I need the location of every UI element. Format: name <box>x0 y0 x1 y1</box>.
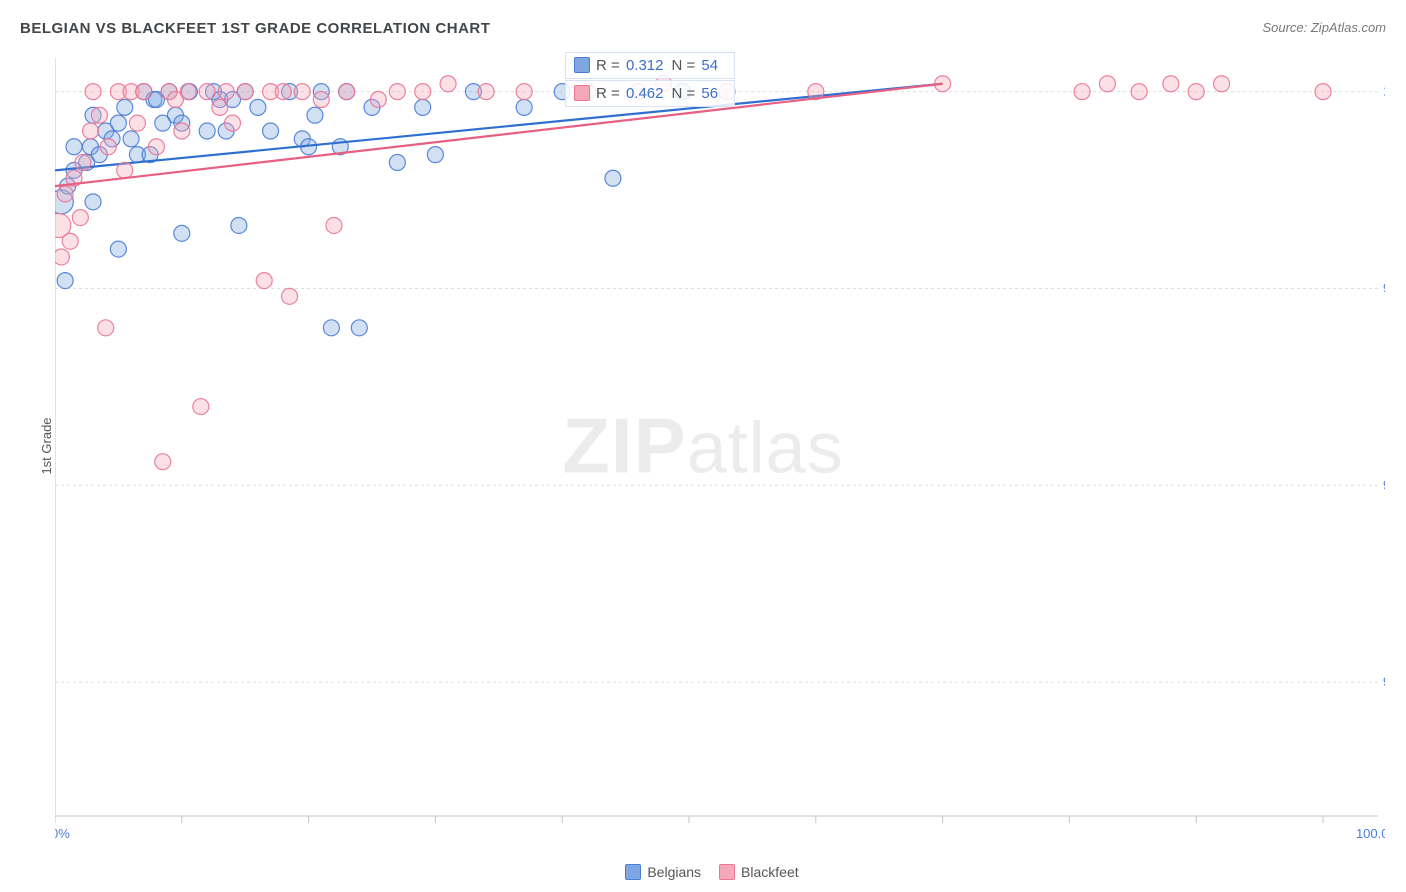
data-point <box>516 99 532 115</box>
stat-n-label: N = <box>671 85 699 102</box>
data-point <box>193 399 209 415</box>
data-point <box>62 233 78 249</box>
data-point <box>91 107 107 123</box>
stat-r-label: R = <box>596 85 624 102</box>
data-point <box>85 84 101 100</box>
data-point <box>98 320 114 336</box>
stat-n-value: 56 <box>701 85 718 102</box>
data-point <box>389 154 405 170</box>
data-point <box>180 84 196 100</box>
data-point <box>110 241 126 257</box>
y-tick-label: 97.5% <box>1383 280 1385 295</box>
legend-swatch <box>625 864 641 880</box>
data-point <box>605 170 621 186</box>
stat-r-value: 0.312 <box>626 57 664 74</box>
data-point <box>136 84 152 100</box>
data-point <box>117 162 133 178</box>
data-point <box>370 91 386 107</box>
data-point <box>326 217 342 233</box>
chart-header: BELGIAN VS BLACKFEET 1ST GRADE CORRELATI… <box>20 20 1386 40</box>
data-point <box>323 320 339 336</box>
correlation-stat-box: R = 0.312 N = 54 <box>565 52 735 79</box>
stat-swatch <box>574 85 590 101</box>
stat-r-label: R = <box>596 57 624 74</box>
data-point <box>339 84 355 100</box>
data-point <box>1214 76 1230 92</box>
data-point <box>1131 84 1147 100</box>
data-point <box>256 273 272 289</box>
data-point <box>110 115 126 131</box>
data-point <box>148 139 164 155</box>
legend-swatch <box>719 864 735 880</box>
data-point <box>1315 84 1331 100</box>
x-tick-label: 0.0% <box>55 826 70 838</box>
data-point <box>123 131 139 147</box>
data-point <box>83 123 99 139</box>
data-point <box>1163 76 1179 92</box>
chart-container: BELGIAN VS BLACKFEET 1ST GRADE CORRELATI… <box>0 0 1406 892</box>
y-tick-label: 100.0% <box>1383 84 1385 99</box>
data-point <box>231 217 247 233</box>
data-point <box>225 115 241 131</box>
data-point <box>275 84 291 100</box>
data-point <box>351 320 367 336</box>
chart-title: BELGIAN VS BLACKFEET 1ST GRADE CORRELATI… <box>20 20 490 37</box>
x-tick-label: 100.0% <box>1356 826 1385 838</box>
data-point <box>174 123 190 139</box>
data-point <box>294 84 310 100</box>
data-point <box>516 84 532 100</box>
data-point <box>263 123 279 139</box>
data-point <box>218 84 234 100</box>
data-point <box>313 91 329 107</box>
data-point <box>307 107 323 123</box>
correlation-stat-box: R = 0.462 N = 56 <box>565 80 735 107</box>
data-point <box>389 84 405 100</box>
data-point <box>212 99 228 115</box>
data-point <box>85 194 101 210</box>
data-point <box>57 186 73 202</box>
data-point <box>129 115 145 131</box>
data-point <box>415 84 431 100</box>
data-point <box>66 139 82 155</box>
stat-n-value: 54 <box>701 57 718 74</box>
data-point <box>415 99 431 115</box>
data-point <box>1099 76 1115 92</box>
legend-label: Belgians <box>647 864 701 880</box>
data-point <box>440 76 456 92</box>
data-point <box>55 249 69 265</box>
plot-area: 92.5% 95.0% 97.5% 100.0% 0.0% 100.0% <box>55 48 1385 838</box>
data-point <box>155 454 171 470</box>
data-point <box>199 84 215 100</box>
legend-label: Blackfeet <box>741 864 799 880</box>
data-point <box>250 99 266 115</box>
data-point <box>1188 84 1204 100</box>
scatter-svg: 92.5% 95.0% 97.5% 100.0% 0.0% 100.0% <box>55 48 1385 838</box>
data-point <box>174 225 190 241</box>
data-point <box>1074 84 1090 100</box>
data-point <box>478 84 494 100</box>
data-point <box>427 147 443 163</box>
data-point <box>57 273 73 289</box>
chart-source: Source: ZipAtlas.com <box>1262 20 1386 35</box>
legend-footer: Belgians Blackfeet <box>0 864 1406 880</box>
data-point <box>117 99 133 115</box>
y-tick-label: 92.5% <box>1383 674 1385 689</box>
stat-swatch <box>574 57 590 73</box>
data-point <box>100 139 116 155</box>
y-axis-label: 1st Grade <box>39 417 54 474</box>
data-point <box>72 210 88 226</box>
data-point <box>199 123 215 139</box>
data-point <box>237 84 253 100</box>
stat-r-value: 0.462 <box>626 85 664 102</box>
data-point <box>75 154 91 170</box>
y-tick-label: 95.0% <box>1383 477 1385 492</box>
data-point <box>282 288 298 304</box>
stat-n-label: N = <box>671 57 699 74</box>
